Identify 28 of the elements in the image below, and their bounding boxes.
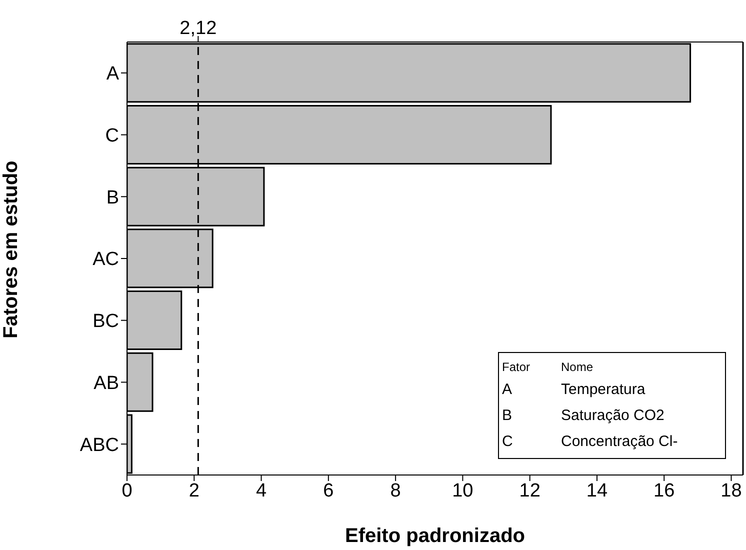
y-tick-label: AC <box>92 249 119 270</box>
x-tick-label: 10 <box>452 480 474 502</box>
x-tick-label: 18 <box>720 480 742 502</box>
x-tick-label: 12 <box>519 480 540 502</box>
x-tick-label: 8 <box>390 480 401 502</box>
ref-line-label: 2,12 <box>180 18 217 39</box>
x-tick-label: 4 <box>256 480 267 502</box>
y-tick-label: B <box>106 187 119 208</box>
y-tick-label: AB <box>94 372 119 394</box>
y-tick-label: C <box>105 126 119 147</box>
annotation: Temperatura <box>561 380 646 400</box>
annotation: Nome <box>561 359 594 376</box>
annotation: C <box>502 432 514 452</box>
annotation: A <box>502 380 514 400</box>
annotation: Saturação CO2 <box>561 406 664 426</box>
x-axis-title: Efeito padronizado <box>345 525 525 547</box>
x-tick-label: 6 <box>323 480 334 502</box>
annotation: Concentração Cl- <box>561 432 678 452</box>
annotation: Fator <box>502 359 532 376</box>
y-tick-label: A <box>106 64 120 85</box>
x-tick-label: 2 <box>188 480 200 502</box>
x-tick-label: 16 <box>654 480 675 502</box>
x-tick-label: 14 <box>586 480 608 502</box>
y-tick-label: ABC <box>80 434 119 456</box>
x-tick-label: 0 <box>122 480 132 502</box>
y-axis-title: Fatores em estudo <box>0 160 22 338</box>
y-tick-label: BC <box>92 311 119 332</box>
annotation: B <box>502 406 514 426</box>
